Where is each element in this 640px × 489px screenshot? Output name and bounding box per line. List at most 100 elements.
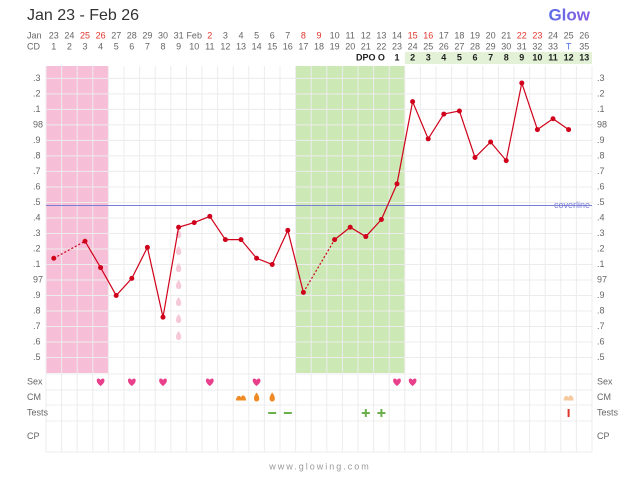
dpo-number: 2: [410, 52, 415, 62]
row-marker: [127, 378, 136, 386]
cd-number: 8: [160, 41, 165, 51]
dpo-number: 13: [579, 52, 589, 62]
cd-number: 22: [376, 41, 386, 51]
date-label: 12: [361, 30, 371, 40]
date-label: 26: [96, 30, 106, 40]
y-tick-label: .9: [33, 290, 41, 300]
temperature-point: [82, 238, 88, 244]
dpo-number: 8: [504, 52, 509, 62]
cd-number: 16: [283, 41, 293, 51]
y-tick-label-right: 97: [597, 274, 607, 284]
y-tick-label-right: .8: [597, 150, 605, 160]
date-label: Feb: [186, 30, 202, 40]
cd-number: 21: [361, 41, 371, 51]
cd-number: 27: [454, 41, 464, 51]
dpo-number: 7: [488, 52, 493, 62]
y-tick-label-right: .3: [597, 73, 605, 83]
y-tick-label-right: .2: [597, 88, 605, 98]
cd-number: 28: [470, 41, 480, 51]
y-tick-label-right: .1: [597, 259, 605, 269]
temperature-point: [207, 213, 213, 219]
cd-number: 26: [439, 41, 449, 51]
y-tick-label-right: .9: [597, 135, 605, 145]
date-label: 23: [532, 30, 542, 40]
y-tick-label: .8: [33, 150, 41, 160]
y-tick-label: .2: [33, 243, 41, 253]
date-label: 22: [517, 30, 527, 40]
cd-number: 29: [486, 41, 496, 51]
temperature-point: [160, 314, 166, 320]
dpo-number: 10: [532, 52, 542, 62]
row-label-right: Sex: [597, 376, 613, 386]
temperature-point: [300, 289, 306, 295]
temperature-point: [566, 127, 572, 133]
temperature-point: [550, 116, 556, 122]
y-tick-label: .6: [33, 181, 41, 191]
logo: Glow: [548, 5, 590, 24]
date-label: 25: [564, 30, 574, 40]
cd-number: 30: [501, 41, 511, 51]
date-label: 4: [238, 30, 243, 40]
date-label: 21: [501, 30, 511, 40]
spotting-drop: [175, 314, 182, 323]
row-label: CP: [27, 431, 40, 441]
temperature-point: [456, 108, 462, 114]
temperature-point: [238, 237, 244, 243]
coverline-label: coverline: [554, 200, 590, 210]
date-label: 6: [270, 30, 275, 40]
cd-number: 5: [114, 41, 119, 51]
y-tick-label-right: .1: [597, 104, 605, 114]
temperature-point: [394, 181, 400, 187]
cd-number: 15: [267, 41, 277, 51]
y-tick-label: .1: [33, 104, 41, 114]
date-label: 31: [174, 30, 184, 40]
row-label: Tests: [27, 407, 49, 417]
temperature-point: [347, 224, 353, 230]
date-label: 8: [301, 30, 306, 40]
spotting-drop: [175, 297, 182, 306]
dpo-label: DPO: [356, 52, 376, 62]
cd-number: 4: [98, 41, 103, 51]
cd-number: 24: [408, 41, 418, 51]
y-tick-label: .3: [33, 228, 41, 238]
date-label: 11: [346, 30, 355, 40]
cd-number: 3: [82, 41, 87, 51]
temperature-point: [534, 127, 540, 133]
date-label: 19: [470, 30, 480, 40]
temperature-point: [98, 265, 104, 271]
dpo-number: 11: [548, 52, 558, 62]
y-tick-label-right: .5: [597, 197, 605, 207]
y-tick-label: .3: [33, 73, 41, 83]
dpo-number: 5: [457, 52, 462, 62]
row-marker: [236, 395, 246, 401]
fertile-band: [295, 66, 405, 373]
dpo-number: 12: [564, 52, 574, 62]
chart-title: Jan 23 - Feb 26: [27, 7, 139, 24]
date-label: 17: [439, 30, 449, 40]
gap-connector: [53, 240, 86, 259]
cd-number: 20: [345, 41, 355, 51]
y-tick-label: .5: [33, 197, 41, 207]
date-label: 27: [111, 30, 121, 40]
cd-number: 12: [220, 41, 230, 51]
date-label: 10: [330, 30, 340, 40]
temperature-point: [285, 227, 291, 233]
y-tick-label-right: .9: [597, 290, 605, 300]
date-label: 24: [64, 30, 74, 40]
y-tick-label: 98: [33, 119, 43, 129]
dpo-highlight: [404, 52, 592, 64]
temperature-point: [129, 275, 135, 281]
footer: www.glowing.com: [268, 461, 371, 471]
y-tick-label: .7: [33, 321, 41, 331]
y-tick-label-right: .6: [597, 181, 605, 191]
date-label: 16: [423, 30, 433, 40]
temperature-point: [472, 154, 478, 160]
temperature-point: [363, 234, 369, 240]
temperature-point: [222, 237, 228, 243]
cd-number: 32: [532, 41, 542, 51]
dpo-number: O: [378, 52, 385, 62]
date-label: 24: [548, 30, 558, 40]
spotting-drop: [175, 246, 182, 255]
date-label: 7: [285, 30, 290, 40]
date-label: 15: [408, 30, 418, 40]
